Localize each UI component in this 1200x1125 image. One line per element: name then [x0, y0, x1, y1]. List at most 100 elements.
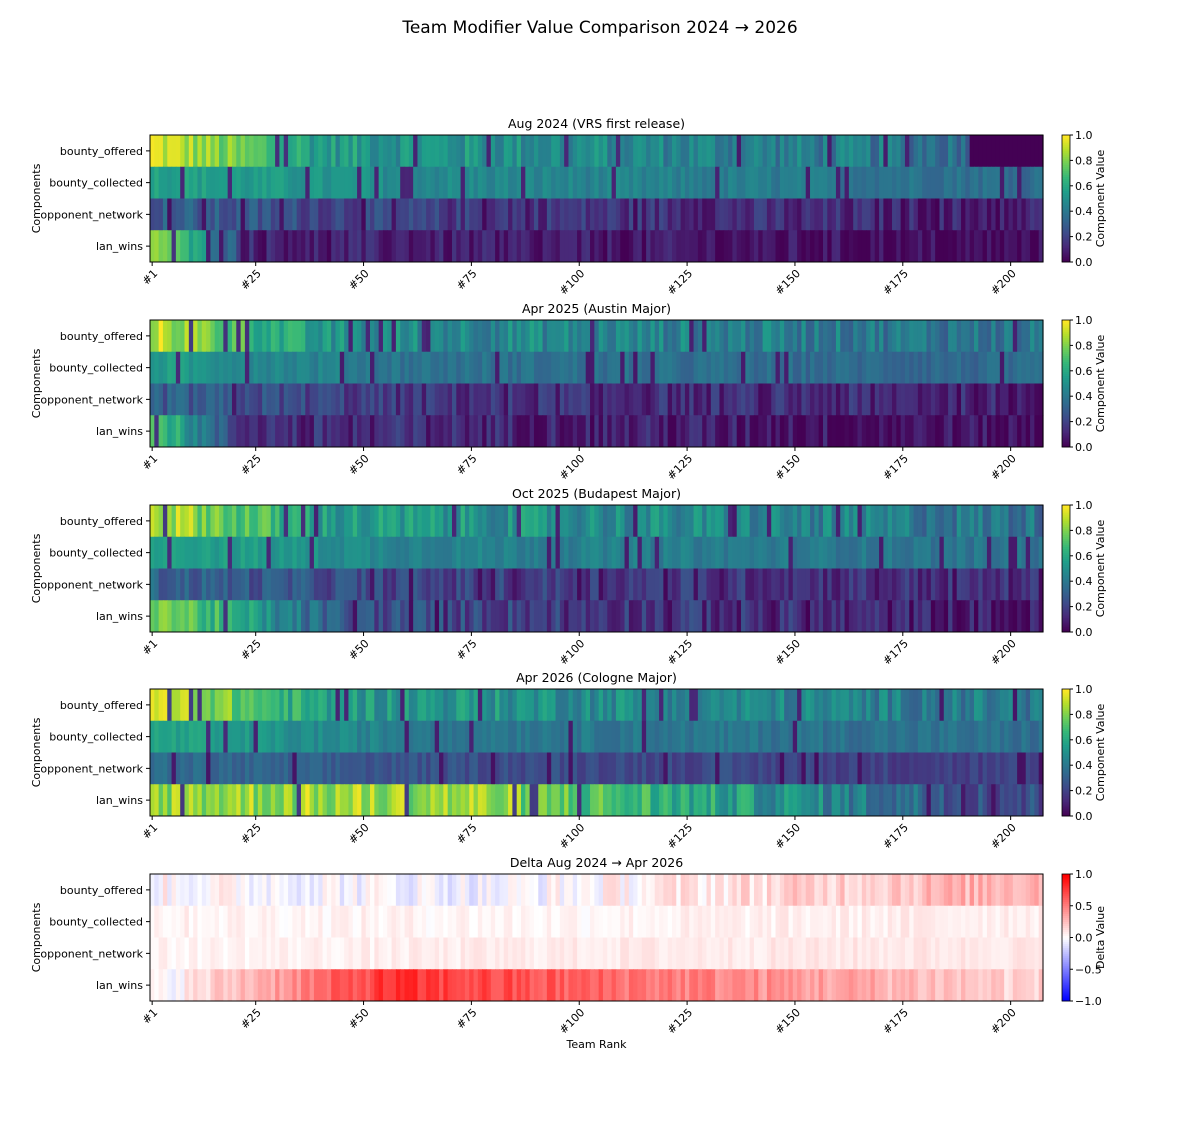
heatmap-cell [697, 720, 703, 753]
heatmap-cell [615, 166, 621, 199]
heatmap-cell [434, 415, 440, 448]
heatmap-cell [266, 320, 272, 353]
heatmap-cell [344, 198, 350, 231]
heatmap-cell [482, 720, 488, 753]
heatmap-cell [533, 415, 539, 448]
heatmap-cell [922, 784, 928, 817]
heatmap-cell [516, 166, 522, 199]
heatmap-cell [758, 937, 764, 970]
heatmap-cell [995, 689, 1001, 722]
heatmap-cell [775, 505, 781, 538]
heatmap-cell [508, 905, 513, 938]
heatmap-cell [620, 600, 626, 633]
heatmap-cell [792, 905, 798, 938]
heatmap-cell [495, 600, 501, 633]
heatmap-cell [624, 135, 630, 168]
heatmap-cell [723, 568, 729, 601]
heatmap-cell [706, 351, 712, 384]
heatmap-cell [499, 351, 505, 384]
colorbar-segment [1062, 415, 1070, 418]
heatmap-cell [365, 351, 371, 384]
heatmap-cell [779, 320, 785, 353]
heatmap-cell [533, 969, 539, 1002]
heatmap-panel: bounty_offeredbounty_collectedopponent_n… [30, 116, 1107, 297]
heatmap-cell [439, 568, 444, 601]
heatmap-cell [499, 415, 505, 448]
heatmap-cell [732, 784, 738, 817]
heatmap-cell [844, 937, 850, 970]
heatmap-cell [464, 689, 470, 722]
heatmap-cell [736, 752, 742, 785]
heatmap-cell [214, 568, 220, 601]
heatmap-cell [706, 166, 712, 199]
heatmap-cell [930, 536, 936, 569]
heatmap-cell [607, 198, 613, 231]
heatmap-cell [620, 505, 626, 538]
heatmap-cell [395, 969, 401, 1002]
heatmap-cell [814, 752, 820, 785]
heatmap-cell [1034, 720, 1040, 753]
heatmap-cell [611, 230, 617, 263]
heatmap-cell [499, 135, 505, 168]
heatmap-cell [723, 383, 729, 416]
heatmap-cell [602, 505, 608, 538]
heatmap-cell [490, 689, 496, 722]
heatmap-cell [715, 568, 721, 601]
heatmap-cell [909, 166, 915, 199]
heatmap-cell [499, 874, 505, 907]
heatmap-cell [818, 689, 824, 722]
heatmap-cell [961, 320, 966, 353]
heatmap-cell [736, 135, 742, 168]
y-tick-label: bounty_offered [60, 145, 143, 158]
heatmap-cell [762, 600, 768, 633]
heatmap-cell [352, 784, 358, 817]
heatmap-cell [486, 320, 492, 353]
heatmap-cell [477, 351, 483, 384]
heatmap-cell [339, 320, 345, 353]
heatmap-cell [512, 969, 518, 1002]
heatmap-cell [559, 351, 565, 384]
heatmap-cell [719, 166, 725, 199]
heatmap-cell [590, 320, 595, 353]
heatmap-cell [352, 230, 358, 263]
heatmap-cell [568, 198, 574, 231]
heatmap-cell [288, 505, 293, 538]
heatmap-cell [956, 536, 962, 569]
heatmap-cell [710, 689, 716, 722]
heatmap-cell [464, 784, 470, 817]
heatmap-cell [1034, 383, 1040, 416]
heatmap-cell [866, 415, 872, 448]
heatmap-cell [693, 689, 699, 722]
heatmap-cell [180, 198, 186, 231]
colorbar-segment [1062, 136, 1070, 140]
heatmap-cell [654, 568, 660, 601]
heatmap-cell [702, 320, 708, 353]
heatmap-cell [991, 874, 997, 907]
heatmap-cell [300, 166, 306, 199]
heatmap-cell [926, 135, 932, 168]
heatmap-cell [236, 937, 242, 970]
heatmap-cell [581, 198, 587, 231]
heatmap-cell [801, 784, 807, 817]
heatmap-cell [1008, 536, 1014, 569]
heatmap-cell [969, 937, 975, 970]
heatmap-cell [564, 415, 570, 448]
heatmap-cell [779, 969, 785, 1002]
heatmap-cell [292, 415, 298, 448]
heatmap-cell [473, 135, 479, 168]
heatmap-cell [283, 198, 289, 231]
heatmap-cell [663, 383, 669, 416]
heatmap-cell [710, 969, 716, 1002]
heatmap-cell [749, 905, 755, 938]
heatmap-cell [326, 415, 332, 448]
heatmap-cell [559, 230, 565, 263]
heatmap-cell [559, 505, 565, 538]
heatmap-cell [490, 600, 496, 633]
heatmap-cell [637, 536, 643, 569]
heatmap-cell [672, 689, 677, 722]
heatmap-cell [766, 505, 772, 538]
heatmap-cell [460, 905, 466, 938]
heatmap-cell [206, 752, 211, 785]
heatmap-cell [564, 505, 570, 538]
heatmap-cell [784, 568, 790, 601]
